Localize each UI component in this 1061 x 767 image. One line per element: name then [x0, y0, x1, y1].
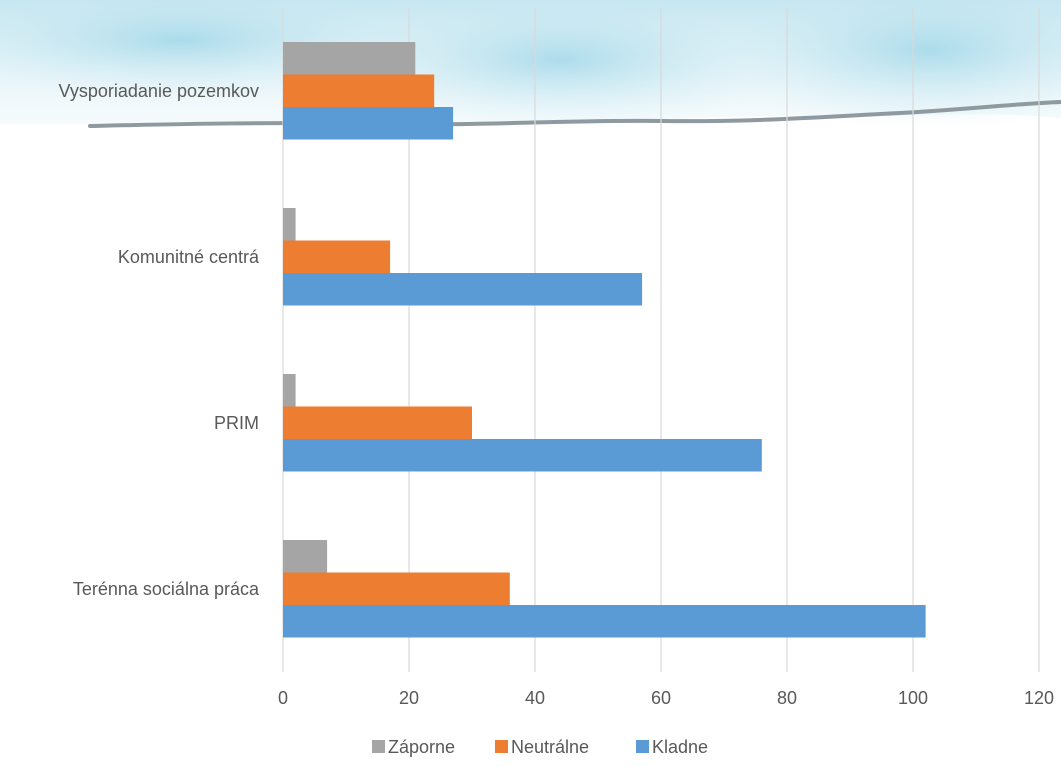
legend-swatch-kladne — [636, 740, 649, 753]
x-tick-label-60: 60 — [651, 688, 671, 708]
watercolor-background — [0, 0, 1061, 130]
category-labels: Vysporiadanie pozemkov Komunitné centrá PR… — [59, 81, 260, 599]
category-label-3: Terénna sociálna práca — [73, 579, 260, 599]
legend: Záporne Neutrálne Kladne — [372, 737, 708, 757]
x-tick-labels: 0 20 40 60 80 100 120 — [278, 688, 1054, 708]
bar-neutrálne-2 — [283, 406, 472, 439]
x-tick-label-120: 120 — [1024, 688, 1054, 708]
bar-záporne-3 — [283, 540, 328, 573]
category-label-2: PRIM — [214, 413, 259, 433]
category-label-1: Komunitné centrá — [118, 247, 260, 267]
bar-záporne-1 — [283, 208, 296, 241]
bar-kladne-0 — [283, 107, 454, 140]
x-tick-label-20: 20 — [399, 688, 419, 708]
bar-neutrálne-3 — [283, 572, 510, 605]
x-tick-label-100: 100 — [898, 688, 928, 708]
legend-swatch-záporne — [372, 740, 385, 753]
bar-kladne-2 — [283, 439, 762, 472]
bar-kladne-1 — [283, 273, 643, 306]
x-tick-label-0: 0 — [278, 688, 288, 708]
legend-swatch-neutrálne — [495, 740, 508, 753]
category-label-0: Vysporiadanie pozemkov — [59, 81, 259, 101]
legend-label-kladne: Kladne — [652, 737, 708, 757]
legend-label-záporne: Záporne — [388, 737, 455, 757]
legend-label-neutrálne: Neutrálne — [511, 737, 589, 757]
bar-kladne-3 — [283, 605, 926, 638]
x-tick-label-40: 40 — [525, 688, 545, 708]
bar-záporne-0 — [283, 42, 416, 75]
bars-group — [283, 42, 926, 638]
bar-záporne-2 — [283, 374, 296, 407]
x-tick-label-80: 80 — [777, 688, 797, 708]
bar-neutrálne-0 — [283, 74, 435, 107]
bar-neutrálne-1 — [283, 240, 391, 273]
